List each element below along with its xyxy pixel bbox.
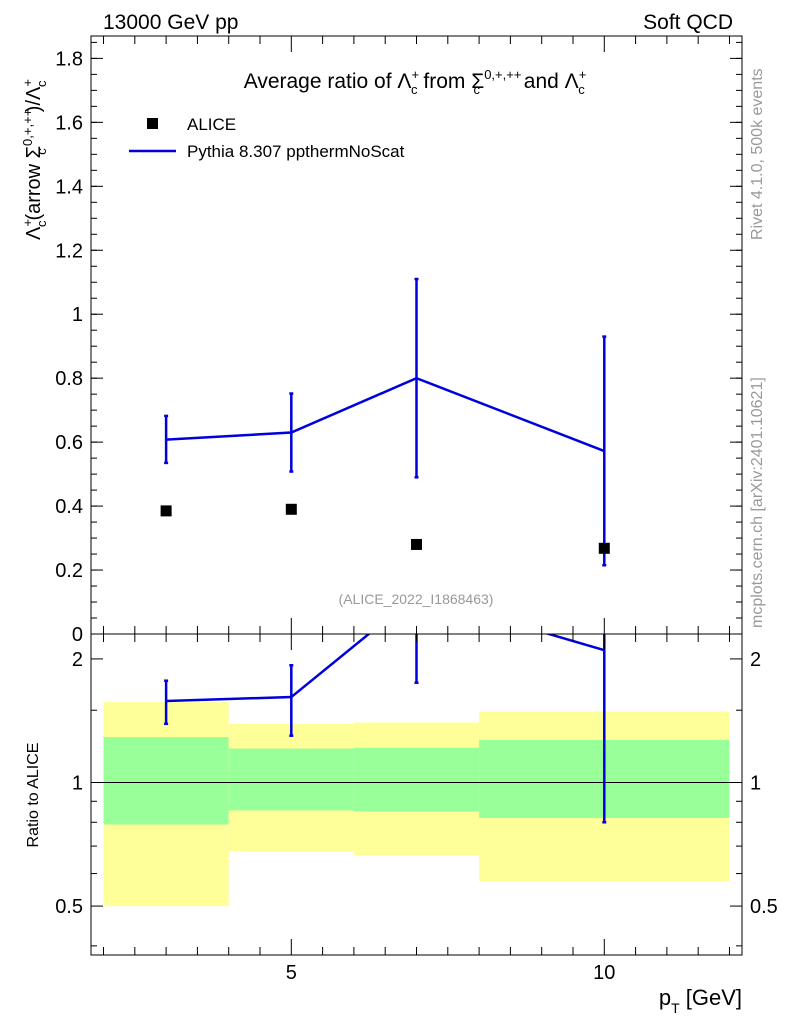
main-y-tick-label: 1.8	[55, 48, 83, 70]
ratio-y-tick-label: 2	[72, 649, 83, 671]
main-y-axis-label: Λ+c(arrow Σ0,+,++c)/Λ+c	[20, 79, 49, 240]
alice-data-point	[160, 505, 172, 517]
ratio-y-axis-label: Ratio to ALICE	[25, 743, 42, 848]
ratio-band-inner-2	[353, 747, 480, 812]
mcplots-reference-label: mcplots.cern.ch [arXiv:2401.10621]	[749, 377, 766, 628]
ratio-y-tick-label-right: 0.5	[750, 896, 778, 918]
alice-data-point	[598, 542, 610, 554]
ratio-band-inner-0	[103, 737, 229, 825]
legend-pythia-label: Pythia 8.307 ppthermNoScat	[187, 142, 405, 161]
main-y-tick-label: 1.2	[55, 240, 83, 262]
main-y-tick-label: 0	[72, 624, 83, 646]
legend: ALICE Pythia 8.307 ppthermNoScat	[129, 115, 405, 161]
legend-alice-label: ALICE	[187, 115, 236, 134]
ratio-y-tick-label-right: 1	[750, 772, 761, 794]
x-axis-label: pT [GeV]	[659, 985, 742, 1016]
main-y-tick-label: 0.8	[55, 368, 83, 390]
ratio-band-inner-1	[228, 748, 354, 811]
main-y-tick-label: 1	[72, 304, 83, 326]
legend-alice-marker	[147, 118, 158, 129]
alice-data-point	[285, 503, 297, 515]
x-tick-label: 5	[286, 962, 297, 984]
main-y-tick-label: 0.4	[55, 496, 83, 518]
header-category: Soft QCD	[643, 11, 733, 34]
main-y-tick-label: 0.2	[55, 560, 83, 582]
main-y-tick-label: 1.6	[55, 112, 83, 134]
ratio-y-tick-label-right: 2	[750, 649, 761, 671]
rivet-version-label: Rivet 4.1.0, 500k events	[749, 68, 766, 240]
header-collision: 13000 GeV pp	[103, 11, 238, 34]
x-tick-label: 10	[593, 962, 615, 984]
main-y-tick-label: 0.6	[55, 432, 83, 454]
ratio-y-tick-label: 1	[72, 772, 83, 794]
alice-data-point	[411, 538, 422, 550]
pythia-line	[166, 376, 605, 453]
main-title: Average ratio of Λ+ c from Σ0,+,++ c and Λ…	[244, 67, 587, 97]
analysis-tag: (ALICE_2022_I1868463)	[339, 591, 494, 607]
main-y-tick-label: 1.4	[55, 176, 83, 198]
ratio-y-tick-label: 0.5	[55, 896, 83, 918]
ratio-pythia-line	[166, 634, 605, 703]
